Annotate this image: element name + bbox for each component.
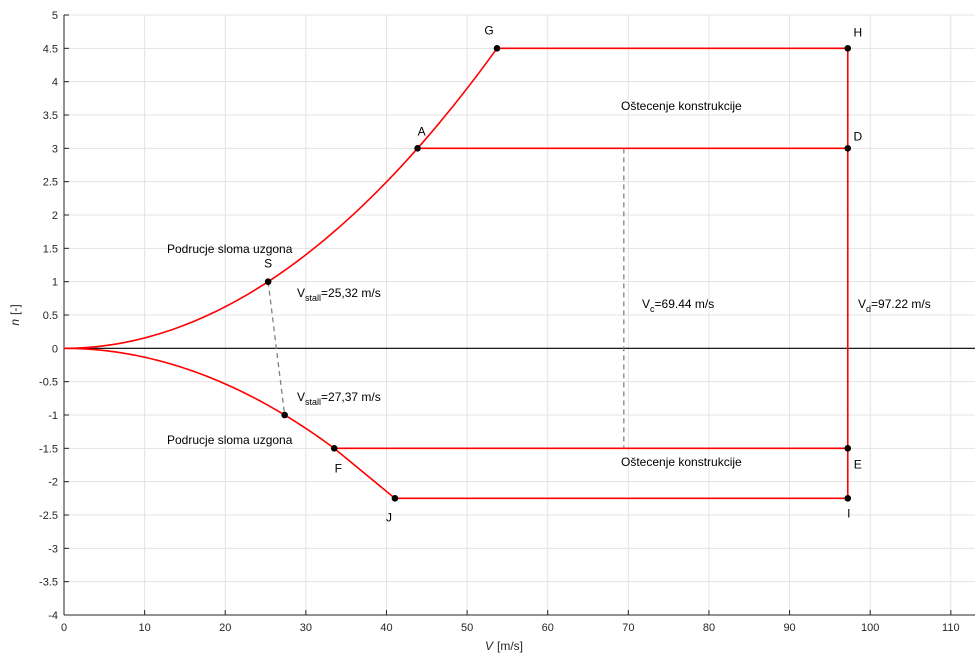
point-label-G: G [484, 23, 493, 37]
x-tick-label: 110 [942, 622, 960, 634]
x-tick-label: 70 [622, 622, 634, 634]
x-tick-label: 50 [461, 622, 473, 634]
y-tick-label: -3.5 [39, 577, 58, 589]
y-tick-label: -4 [48, 610, 58, 622]
x-tick-label: 100 [861, 622, 879, 634]
damage-lower-label: Oštecenje konstrukcije [621, 455, 742, 469]
x-tick-label: 10 [138, 622, 150, 634]
y-tick-label: 2 [52, 210, 58, 222]
axes: 0 10 20 30 40 50 60 70 80 90 100 110-4-3.5-3-2.5-2-… [39, 10, 975, 634]
point-label-H: H [853, 25, 862, 39]
y-tick-label: -0.5 [39, 377, 58, 389]
envelope-curves [63, 47, 849, 500]
y-tick-label: 2.5 [43, 177, 58, 189]
y-tick-label: 1 [52, 277, 58, 289]
grid [64, 14, 975, 616]
y-axis-unit: [-] [8, 304, 22, 315]
x-tick-label: 80 [703, 622, 715, 634]
point-label-A: A [418, 124, 426, 138]
point-label-E: E [854, 457, 862, 471]
y-tick-label: 3.5 [43, 110, 58, 122]
x-axis-unit: [m/s] [497, 639, 523, 653]
y-tick-label: -2 [48, 477, 58, 489]
point-H [844, 45, 852, 52]
y-tick-label: -3 [48, 543, 58, 555]
stall-region-upper-label: Podrucje sloma uzgona [167, 242, 293, 256]
point-label-J: J [386, 510, 392, 524]
y-tick-label: -1.5 [39, 443, 58, 455]
y-tick-label: -2.5 [39, 510, 58, 522]
y-tick-label: 1.5 [43, 243, 58, 255]
stall-region-lower-label: Podrucje sloma uzgona [167, 433, 293, 447]
vd-label: Vd=97.22 m/s [858, 297, 931, 314]
y-tick-label: -1 [48, 410, 58, 422]
point-label-S: S [264, 257, 272, 271]
stall-dashed-line [267, 281, 286, 416]
y-axis-symbol: n [8, 319, 22, 326]
vstall-negative-label: Vstall=27,37 m/s [297, 390, 381, 407]
point-I [844, 495, 852, 502]
y-tick-label: 4 [52, 77, 58, 89]
point-G [493, 45, 501, 52]
vc-label: Vc=69.44 m/s [642, 297, 714, 314]
x-tick-label: 20 [219, 622, 231, 634]
x-tick-label: 0 [61, 622, 67, 634]
point-A [414, 145, 421, 152]
vstall-positive-label: Vstall=25,32 m/s [297, 286, 381, 303]
segment-FJ [333, 447, 396, 499]
point-label-D: D [853, 129, 862, 143]
damage-upper-label: Oštecenje konstrukcije [621, 99, 742, 113]
y-tick-label: 0.5 [43, 310, 58, 322]
x-tick-label: 40 [380, 622, 392, 634]
point-label-F: F [335, 461, 342, 475]
y-axis-label: n [-] [8, 304, 22, 325]
parabola_negative-curve [63, 347, 335, 449]
x-tick-label: 90 [783, 622, 795, 634]
point-F [330, 445, 338, 452]
parabola_positive-curve [63, 47, 498, 350]
point-stall-negative [281, 411, 288, 419]
point-E [844, 445, 852, 452]
point-J [391, 495, 399, 502]
y-tick-label: 3 [52, 143, 58, 155]
y-tick-label: 5 [52, 10, 58, 22]
x-axis-symbol: V [485, 639, 494, 653]
point-S [264, 278, 272, 285]
y-tick-label: 4.5 [43, 43, 58, 55]
x-tick-label: 30 [300, 622, 312, 634]
y-tick-label: 0 [52, 343, 58, 355]
envelope-points: S A G H D E I J F [264, 23, 862, 524]
x-axis-label: V [m/s] [485, 639, 523, 653]
point-D [844, 145, 852, 152]
x-tick-label: 60 [542, 622, 554, 634]
point-label-I: I [847, 506, 850, 520]
